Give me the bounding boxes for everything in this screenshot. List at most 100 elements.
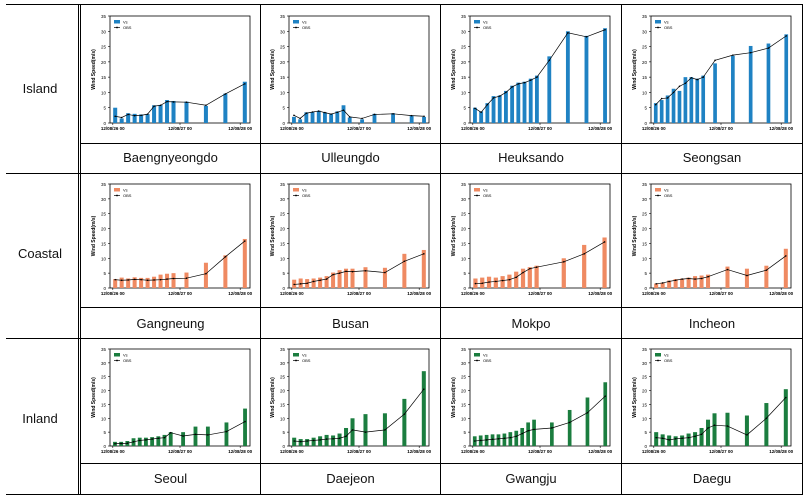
y-tick-label: 0: [463, 286, 466, 291]
bar: [497, 95, 502, 123]
obs-point: [153, 279, 155, 281]
bar: [667, 280, 672, 288]
obs-point: [694, 435, 696, 438]
legend-marker-obs: [116, 359, 118, 362]
x-tick-label: 12/08/28 00: [407, 449, 431, 454]
legend-label-obs: OBS: [302, 25, 311, 30]
obs-point: [244, 83, 246, 85]
y-tick-label: 15: [101, 241, 107, 246]
y-tick-label: 5: [463, 271, 466, 276]
bar: [783, 389, 788, 446]
y-tick-label: 10: [642, 256, 648, 261]
bar: [421, 249, 426, 288]
bar: [422, 116, 426, 123]
bar: [171, 273, 176, 288]
y-tick-label: 30: [642, 197, 648, 202]
obs-point: [713, 424, 716, 427]
obs-point: [336, 111, 339, 114]
obs-point: [785, 35, 788, 37]
y-tick-label: 10: [280, 90, 286, 95]
legend-swatch-vs: [655, 188, 661, 192]
x-tick-label: 12/08/27 00: [347, 126, 371, 131]
obs-point: [583, 253, 585, 255]
table-border-right: [802, 4, 803, 495]
legend-label-vs: Vs: [664, 352, 669, 357]
obs-point: [133, 114, 136, 117]
obs-point: [293, 440, 295, 442]
legend-label-vs: Vs: [302, 187, 307, 192]
obs-point: [696, 78, 699, 81]
obs-point: [132, 441, 135, 443]
obs-point: [517, 83, 520, 85]
bar: [783, 248, 788, 288]
plot-frame: [469, 15, 611, 124]
bar: [603, 382, 608, 446]
obs-point: [529, 267, 531, 270]
obs-line: [655, 35, 787, 105]
bar: [550, 422, 554, 446]
obs-point: [311, 111, 314, 113]
y-tick-label: 20: [101, 389, 107, 394]
bar: [350, 418, 355, 446]
x-tick-label: 12/08/27 00: [168, 449, 192, 454]
legend-swatch-vs: [474, 353, 480, 357]
obs-point: [732, 54, 734, 56]
obs-point: [127, 113, 129, 116]
obs-point: [145, 439, 147, 441]
legend-label-obs: OBS: [483, 358, 492, 363]
bar: [139, 277, 144, 288]
obs-point: [511, 86, 513, 88]
obs-point: [568, 421, 571, 424]
x-tick-label: 12/08/28 00: [769, 291, 793, 296]
obs-point: [746, 434, 748, 436]
bar: [479, 111, 484, 123]
column-divider-2: [440, 4, 441, 495]
y-tick-label: 30: [461, 361, 467, 366]
y-axis-label: Wind Speed(m/s): [632, 49, 638, 90]
bar: [318, 436, 323, 446]
bar: [242, 238, 247, 288]
legend-label-vs: Vs: [123, 352, 128, 357]
x-tick-label: 12/08/26 00: [642, 126, 666, 131]
obs-point: [674, 437, 677, 440]
bar: [528, 78, 533, 123]
obs-point: [501, 279, 504, 282]
y-tick-label: 5: [463, 106, 466, 111]
bar: [490, 434, 495, 446]
obs-point: [146, 279, 149, 282]
y-tick-label: 15: [642, 241, 648, 246]
y-tick-label: 25: [461, 212, 467, 217]
y-tick-label: 20: [642, 60, 648, 65]
obs-point: [533, 428, 535, 431]
legend-swatch-vs: [114, 20, 120, 24]
obs-point: [515, 435, 518, 438]
bar: [335, 111, 340, 123]
obs-point: [306, 440, 308, 442]
obs-point: [224, 93, 227, 95]
station-label: Daejeon: [326, 471, 375, 486]
obs-point: [114, 278, 116, 281]
bar: [514, 430, 519, 446]
obs-point: [707, 427, 709, 429]
obs-point: [474, 282, 477, 285]
station-label: Mokpo: [511, 316, 551, 331]
bar: [673, 279, 678, 288]
bar: [145, 114, 150, 123]
obs-point: [515, 276, 518, 279]
bar: [485, 103, 490, 123]
y-tick-label: 35: [642, 182, 648, 187]
obs-point: [785, 255, 787, 257]
obs-point: [522, 271, 524, 274]
bar: [706, 274, 711, 288]
x-tick-label: 12/08/28 00: [407, 126, 431, 131]
y-tick-label: 20: [101, 227, 107, 232]
y-tick-label: 35: [280, 347, 286, 352]
y-tick-label: 0: [463, 444, 466, 449]
y-tick-label: 25: [101, 375, 107, 380]
obs-point: [668, 439, 670, 441]
legend-label-obs: OBS: [664, 358, 673, 363]
bar: [695, 78, 700, 123]
bar: [496, 434, 501, 446]
bar: [699, 427, 704, 446]
x-tick-label: 12/08/26 00: [642, 449, 666, 454]
